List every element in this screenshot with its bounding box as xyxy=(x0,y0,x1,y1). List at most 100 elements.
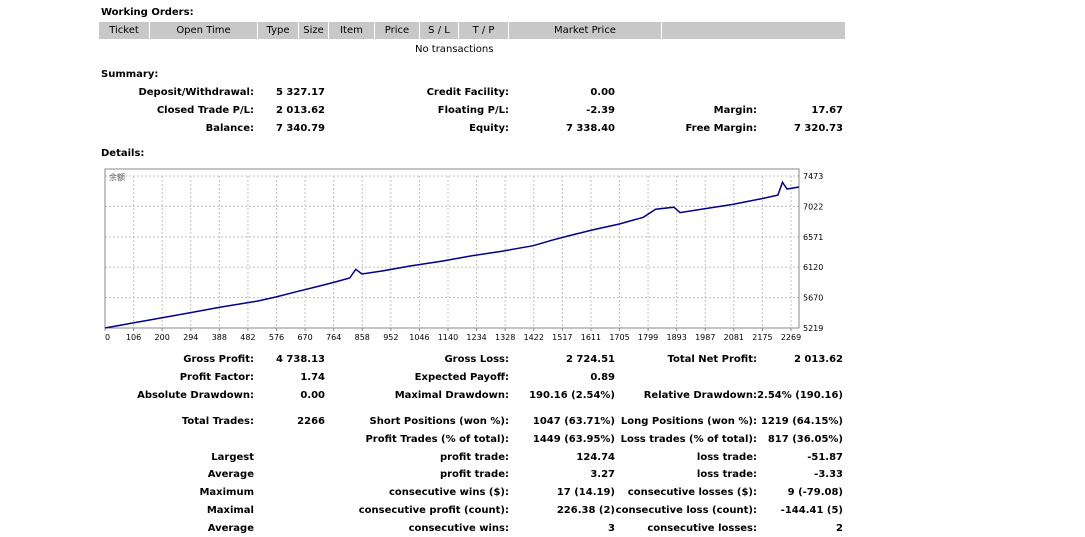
summary-label: Deposit/Withdrawal: xyxy=(138,87,254,98)
stat-label-3: consecutive losses: xyxy=(647,523,757,534)
stat-value-2: 1449 (63.95%) xyxy=(532,434,615,445)
column-blank[interactable] xyxy=(662,22,845,39)
summary-value: 17.67 xyxy=(811,105,843,116)
stat-label-3: loss trade: xyxy=(696,452,757,463)
details-title: Details: xyxy=(101,148,145,159)
stat-value-2: 226.38 (2) xyxy=(556,505,615,516)
column-size[interactable]: Size xyxy=(299,22,329,39)
chart-y-tick-label: 6571 xyxy=(803,233,823,242)
chart-x-tick-label: 200 xyxy=(155,333,170,342)
stat-label-1: Largest xyxy=(211,452,254,463)
balance-chart: 余额 5219 5670 6120 6571 7022 7473 0 106 200 294 38… xyxy=(104,168,823,342)
chart-y-tick-label: 5219 xyxy=(803,324,823,333)
summary-value: 2 013.62 xyxy=(275,105,325,116)
chart-x-tick-label: 294 xyxy=(183,333,198,342)
chart-x-tick-label: 1328 xyxy=(495,333,515,342)
summary-label: Free Margin: xyxy=(685,123,757,134)
summary-label: Equity: xyxy=(469,123,509,134)
stat-value-3: 2 xyxy=(836,523,843,534)
stat-value-3: -3.33 xyxy=(814,469,843,480)
summary-label: Balance: xyxy=(205,123,254,134)
column-price[interactable]: Price xyxy=(375,22,420,39)
chart-x-tick-label: 2269 xyxy=(781,333,801,342)
stat-label-1: Average xyxy=(207,523,254,534)
stat-value-2: 3 xyxy=(608,523,615,534)
chart-x-tick-label: 858 xyxy=(355,333,370,342)
stat-label-2: profit trade: xyxy=(439,469,509,480)
stat-label-1: Absolute Drawdown: xyxy=(137,390,254,401)
summary-value: 5 327.17 xyxy=(275,87,325,98)
stat-label-1: Average xyxy=(207,469,254,480)
balance-series-line xyxy=(104,180,800,329)
summary-value: 0.00 xyxy=(590,87,615,98)
chart-y-tick-label: 6120 xyxy=(803,263,823,272)
stat-value-1: 1.74 xyxy=(300,372,325,383)
stat-label-2: profit trade: xyxy=(439,452,509,463)
chart-x-tick-label: 1799 xyxy=(638,333,658,342)
stat-label-3: Total Net Profit: xyxy=(667,354,757,365)
stat-label-3: consecutive losses ($): xyxy=(627,487,757,498)
column-ticket[interactable]: Ticket xyxy=(99,22,150,39)
stat-value-3: 2 013.62 xyxy=(793,354,843,365)
stat-label-3: Long Positions (won %): xyxy=(620,416,757,427)
stat-value-1: 4 738.13 xyxy=(275,354,325,365)
stat-label-3: Loss trades (% of total): xyxy=(620,434,757,445)
stat-label-2: Short Positions (won %): xyxy=(369,416,509,427)
stat-value-3: 1219 (64.15%) xyxy=(760,416,843,427)
stat-label-1: Profit Factor: xyxy=(179,372,254,383)
chart-x-tick-label: 1046 xyxy=(409,333,429,342)
chart-x-tick-label: 1893 xyxy=(666,333,686,342)
chart-x-tick-label: 1705 xyxy=(609,333,629,342)
stat-label-3: Relative Drawdown: xyxy=(643,390,757,401)
column-open-time[interactable]: Open Time xyxy=(150,22,258,39)
chart-x-tick-label: 2175 xyxy=(752,333,772,342)
stat-label-3: consecutive loss (count): xyxy=(615,505,757,516)
stat-value-2: 190.16 (2.54%) xyxy=(529,390,615,401)
chart-legend-label: 余额 xyxy=(109,172,125,182)
stat-label-2: Maximal Drawdown: xyxy=(394,390,509,401)
chart-x-tick-label: 1234 xyxy=(466,333,486,342)
summary-value: 7 340.79 xyxy=(275,123,325,134)
chart-x-tick-label: 952 xyxy=(383,333,398,342)
stat-value-3: 9 (-79.08) xyxy=(787,487,843,498)
summary-label: Credit Facility: xyxy=(426,87,509,98)
chart-x-tick-label: 1517 xyxy=(552,333,572,342)
summary-label: Closed Trade P/L: xyxy=(156,105,254,116)
stat-label-1: Total Trades: xyxy=(181,416,254,427)
summary-value: 7 320.73 xyxy=(793,123,843,134)
stat-value-2: 3.27 xyxy=(590,469,615,480)
stat-value-1: 2266 xyxy=(297,416,325,427)
stat-value-3: 2.54% (190.16) xyxy=(757,390,843,401)
chart-x-tick-label: 2081 xyxy=(724,333,744,342)
column-type[interactable]: Type xyxy=(258,22,299,39)
chart-y-ticks: 5219 5670 6120 6571 7022 7473 xyxy=(803,172,823,333)
column-market-price[interactable]: Market Price xyxy=(509,22,662,39)
chart-x-tick-label: 1611 xyxy=(581,333,601,342)
summary-title: Summary: xyxy=(101,69,159,80)
chart-x-ticks: 0 106 200 294 388 482 576 670 764 858 952 1046 1140 1… xyxy=(104,328,801,342)
stat-value-3: -51.87 xyxy=(807,452,843,463)
chart-grid xyxy=(104,175,799,329)
column-tp[interactable]: T / P xyxy=(459,22,509,39)
no-transactions-text: No transactions xyxy=(415,44,494,55)
summary-label: Margin: xyxy=(713,105,757,116)
working-orders-title: Working Orders: xyxy=(101,7,194,18)
chart-x-tick-label: 388 xyxy=(212,333,227,342)
column-item[interactable]: Item xyxy=(329,22,375,39)
chart-x-tick-label: 764 xyxy=(326,333,341,342)
stat-value-3: 817 (36.05%) xyxy=(767,434,843,445)
stat-value-2: 0.89 xyxy=(590,372,615,383)
stat-label-2: Profit Trades (% of total): xyxy=(365,434,509,445)
stat-label-1: Maximal xyxy=(206,505,254,516)
summary-label: Floating P/L: xyxy=(437,105,509,116)
chart-frame xyxy=(104,168,800,329)
chart-x-tick-label: 576 xyxy=(269,333,284,342)
stat-value-3: -144.41 (5) xyxy=(780,505,843,516)
stat-value-2: 2 724.51 xyxy=(565,354,615,365)
stat-value-2: 17 (14.19) xyxy=(556,487,615,498)
stat-value-2: 124.74 xyxy=(576,452,615,463)
summary-value: 7 338.40 xyxy=(565,123,615,134)
stat-label-2: consecutive wins: xyxy=(408,523,509,534)
summary-value: -2.39 xyxy=(586,105,615,116)
column-sl[interactable]: S / L xyxy=(420,22,459,39)
